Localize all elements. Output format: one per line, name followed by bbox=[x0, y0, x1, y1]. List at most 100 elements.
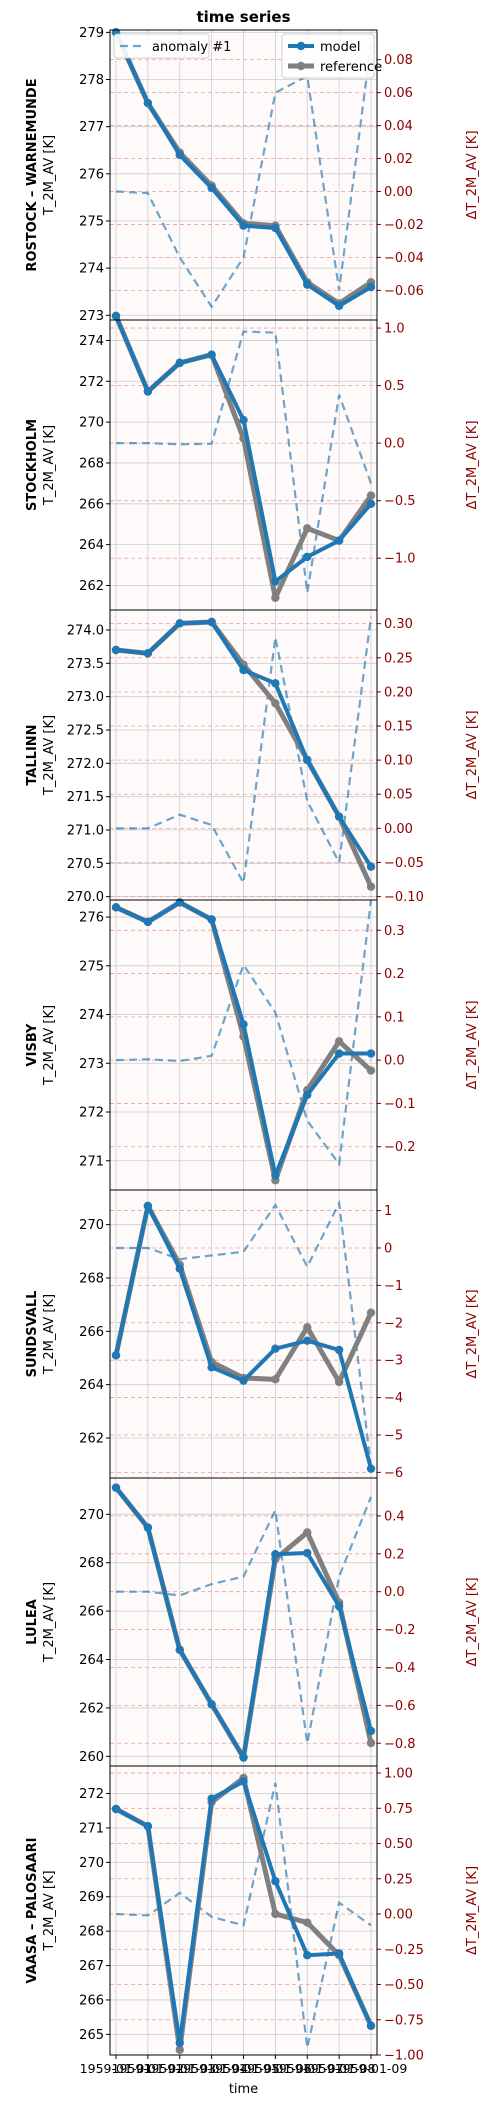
y2-tick-label: 0.50 bbox=[384, 1837, 413, 1852]
panel-y2-axis-label: ΔT_2M_AV [K] bbox=[465, 1289, 480, 1378]
model-point bbox=[366, 1464, 376, 1473]
reference-point bbox=[271, 1375, 280, 1384]
model-point bbox=[271, 223, 280, 233]
y2-tick-label: 0.00 bbox=[384, 185, 413, 200]
y2-tick-label: 0.3 bbox=[384, 924, 405, 939]
model-point bbox=[303, 1548, 312, 1558]
panel-station-label: STOCKHOLM bbox=[25, 419, 40, 511]
model-point bbox=[175, 358, 184, 368]
y2-tick-label: 0.0 bbox=[384, 437, 405, 452]
x-tick-label: 1959-01-07 bbox=[271, 2061, 344, 2076]
y-tick-label: 272 bbox=[79, 375, 104, 390]
y-tick-label: 262 bbox=[79, 1432, 104, 1447]
model-point bbox=[207, 915, 216, 924]
y-tick-label: 268 bbox=[79, 1925, 104, 1940]
y2-tick-label: 1 bbox=[384, 1204, 392, 1219]
model-point bbox=[271, 1550, 280, 1559]
y2-tick-label: −1.00 bbox=[384, 2049, 424, 2064]
legend-model-marker bbox=[296, 41, 306, 51]
panel-y2-axis-label: ΔT_2M_AV [K] bbox=[465, 1000, 480, 1089]
panel-y-axis-label: T_2M_AV [K] bbox=[42, 425, 57, 506]
model-point bbox=[303, 1090, 312, 1100]
y2-tick-label: −2 bbox=[384, 1316, 403, 1331]
y-tick-label: 279 bbox=[79, 26, 104, 41]
panel-station-label: VISBY bbox=[25, 1023, 40, 1066]
y2-tick-label: −0.5 bbox=[384, 494, 416, 509]
y-tick-label: 265 bbox=[79, 2028, 104, 2043]
y2-tick-label: −6 bbox=[384, 1466, 403, 1481]
model-point bbox=[239, 1753, 248, 1762]
y2-tick-label: −5 bbox=[384, 1428, 403, 1443]
legend-anomaly-label: anomaly #1 bbox=[152, 40, 231, 55]
model-point bbox=[143, 387, 153, 396]
y-tick-label: 274 bbox=[79, 262, 104, 277]
y2-tick-label: 1.00 bbox=[384, 1767, 413, 1782]
y-tick-label: 273 bbox=[79, 309, 104, 324]
model-point bbox=[111, 1804, 121, 1814]
model-point bbox=[366, 499, 376, 509]
y-tick-label: 272 bbox=[79, 1787, 104, 1802]
y-tick-label: 275 bbox=[79, 959, 104, 974]
model-point bbox=[366, 1726, 376, 1736]
reference-point bbox=[271, 1909, 280, 1919]
reference-point bbox=[366, 1738, 376, 1748]
panel-y-axis-label: T_2M_AV [K] bbox=[42, 1005, 57, 1086]
anomaly-series-line bbox=[115, 899, 373, 1167]
y-tick-label: 278 bbox=[79, 73, 104, 88]
x-tick-label: 1959-01-04 bbox=[175, 2061, 248, 2076]
panel-y-axis-label: T_2M_AV [K] bbox=[42, 1294, 57, 1375]
model-point bbox=[366, 1049, 376, 1058]
panel-y-axis-label: T_2M_AV [K] bbox=[42, 135, 57, 216]
legend-model-label: model bbox=[320, 40, 360, 55]
model-point bbox=[143, 649, 153, 658]
y-tick-label: 271.0 bbox=[67, 824, 104, 839]
model-point bbox=[239, 415, 248, 425]
y2-tick-label: 0.06 bbox=[384, 86, 413, 101]
y2-tick-label: −0.75 bbox=[384, 2013, 424, 2028]
y2-tick-label: −0.50 bbox=[384, 1978, 424, 1993]
y-tick-label: 277 bbox=[79, 120, 104, 135]
panel-station-label: VAASA – PALOSAARI bbox=[25, 1838, 40, 1984]
y2-tick-label: −0.1 bbox=[384, 1097, 416, 1112]
reference-point bbox=[303, 1528, 312, 1537]
y-tick-label: 264 bbox=[79, 538, 104, 553]
panel-y2-axis-label: ΔT_2M_AV [K] bbox=[465, 130, 480, 219]
reference-point bbox=[366, 882, 376, 891]
anomaly-series-line bbox=[116, 330, 373, 593]
y-tick-label: 266 bbox=[79, 1325, 104, 1340]
y-tick-label: 273.0 bbox=[67, 690, 104, 705]
y2-tick-label: −0.05 bbox=[384, 856, 424, 871]
y2-tick-label: 0 bbox=[384, 1241, 392, 1256]
model-point bbox=[303, 755, 312, 765]
y2-tick-label: 0.00 bbox=[384, 1908, 413, 1923]
y2-tick-label: −0.4 bbox=[384, 1661, 416, 1676]
y2-tick-label: 0.2 bbox=[384, 967, 405, 982]
model-point bbox=[143, 917, 153, 927]
panel-station-label: TALLINN bbox=[25, 724, 40, 785]
y2-tick-label: 1.0 bbox=[384, 322, 405, 337]
reference-point bbox=[334, 1037, 344, 1046]
reference-point bbox=[175, 2045, 184, 2055]
y2-tick-label: −0.02 bbox=[384, 218, 424, 233]
y2-tick-label: −0.06 bbox=[384, 284, 424, 299]
model-point bbox=[143, 1523, 153, 1532]
x-axis-label: time bbox=[229, 2082, 258, 2097]
y2-tick-label: 0.1 bbox=[384, 1010, 405, 1025]
y2-tick-label: 0.0 bbox=[384, 1585, 405, 1600]
y2-tick-label: −0.10 bbox=[384, 890, 424, 905]
reference-point bbox=[271, 699, 280, 708]
y2-tick-label: 0.5 bbox=[384, 379, 405, 394]
model-point bbox=[239, 1777, 248, 1786]
model-point bbox=[143, 1201, 153, 1211]
y2-tick-label: −4 bbox=[384, 1391, 403, 1406]
panel-y-axis-label: T_2M_AV [K] bbox=[42, 1870, 57, 1951]
y2-tick-label: 0.20 bbox=[384, 685, 413, 700]
panel-y-axis-label: T_2M_AV [K] bbox=[42, 1582, 57, 1663]
y-tick-label: 264 bbox=[79, 1378, 104, 1393]
model-point bbox=[334, 301, 344, 311]
y-tick-label: 266 bbox=[79, 1993, 104, 2008]
y-tick-label: 271 bbox=[79, 1821, 104, 1836]
x-tick-label: 1959-01-03 bbox=[143, 2061, 216, 2076]
legend-reference-label: reference bbox=[320, 60, 382, 75]
y-tick-label: 272.0 bbox=[67, 757, 104, 772]
